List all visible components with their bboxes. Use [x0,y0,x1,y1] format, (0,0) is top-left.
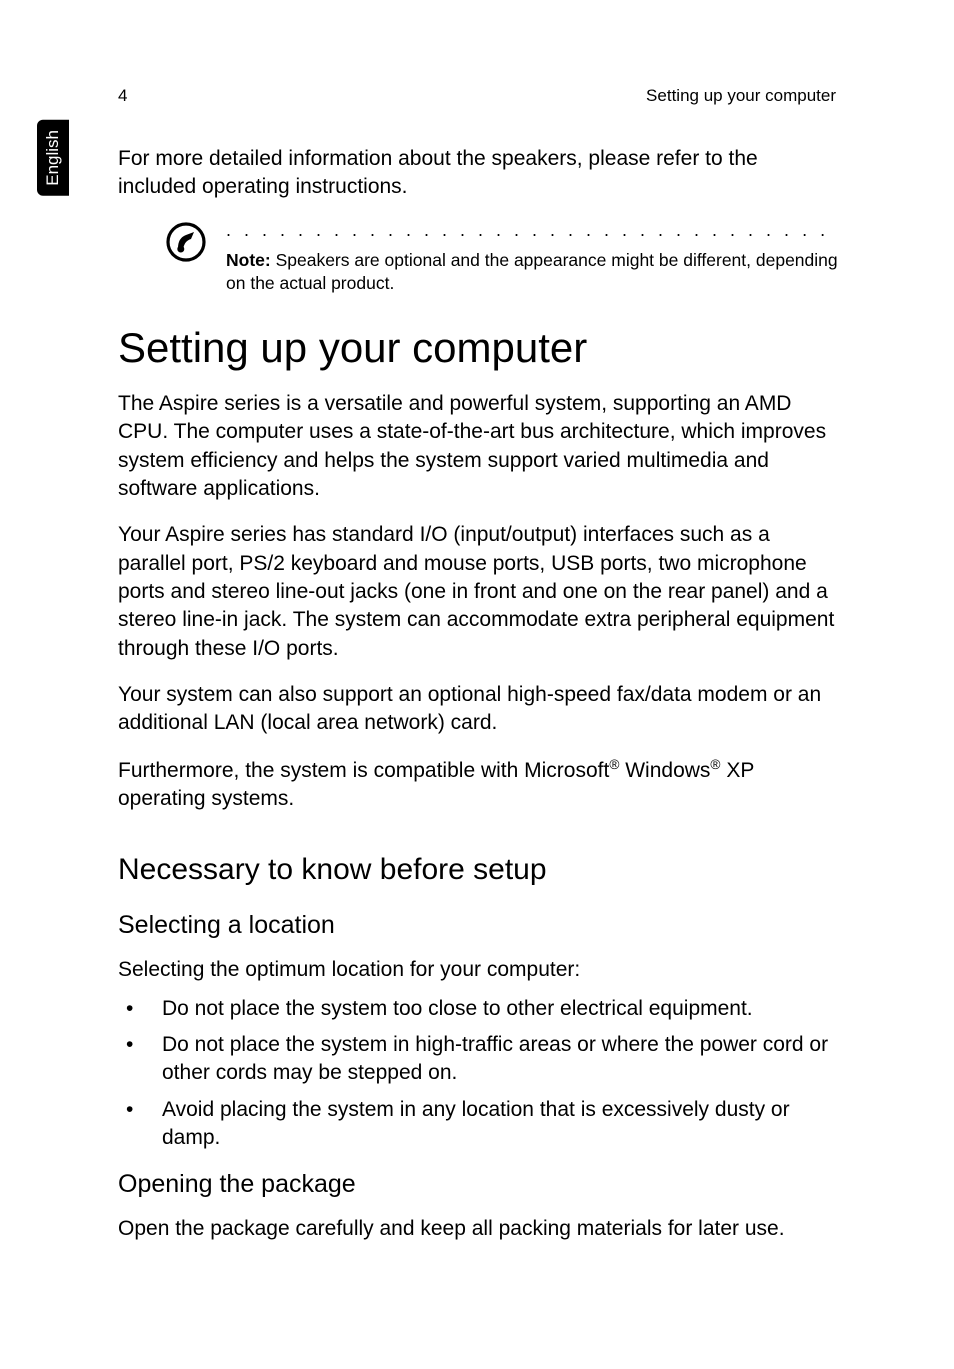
list-item: Avoid placing the system in any location… [118,1096,838,1153]
registered-mark: ® [609,757,619,772]
paragraph-2: Your Aspire series has standard I/O (inp… [118,521,838,663]
para4-part-b: Windows [619,759,710,782]
intro-paragraph: For more detailed information about the … [118,145,838,202]
note-divider: . . . . . . . . . . . . . . . . . . . . … [226,220,838,241]
header-section-title: Setting up your computer [646,86,836,106]
registered-mark: ® [710,757,720,772]
language-tab: English [37,120,69,196]
heading-3-opening: Opening the package [118,1170,838,1199]
selecting-intro: Selecting the optimum location for your … [118,956,838,984]
note-text: Note: Speakers are optional and the appe… [226,249,838,296]
page-content: For more detailed information about the … [118,145,838,1262]
heading-3-location: Selecting a location [118,911,838,940]
note-label: Note: [226,250,271,270]
list-item: Do not place the system too close to oth… [118,995,838,1023]
page-number: 4 [118,86,127,106]
note-icon [164,220,208,269]
list-item: Do not place the system in high-traffic … [118,1031,838,1088]
paragraph-4: Furthermore, the system is compatible wi… [118,756,838,814]
opening-paragraph: Open the package carefully and keep all … [118,1215,838,1243]
heading-1: Setting up your computer [118,324,838,372]
note-block: . . . . . . . . . . . . . . . . . . . . … [164,220,838,296]
para4-part-a: Furthermore, the system is compatible wi… [118,759,609,782]
paragraph-3: Your system can also support an optional… [118,681,838,738]
bullet-list: Do not place the system too close to oth… [118,995,838,1153]
paragraph-1: The Aspire series is a versatile and pow… [118,390,838,503]
heading-2: Necessary to know before setup [118,853,838,887]
note-body: Speakers are optional and the appearance… [226,250,838,294]
